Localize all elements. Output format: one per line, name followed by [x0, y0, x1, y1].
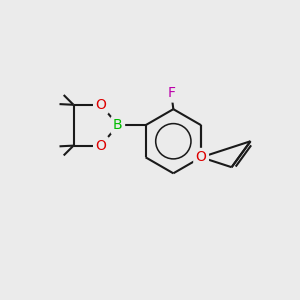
- Text: O: O: [95, 98, 106, 112]
- Text: B: B: [113, 118, 123, 132]
- Text: O: O: [95, 139, 106, 153]
- Text: F: F: [168, 86, 176, 100]
- Text: O: O: [196, 150, 207, 164]
